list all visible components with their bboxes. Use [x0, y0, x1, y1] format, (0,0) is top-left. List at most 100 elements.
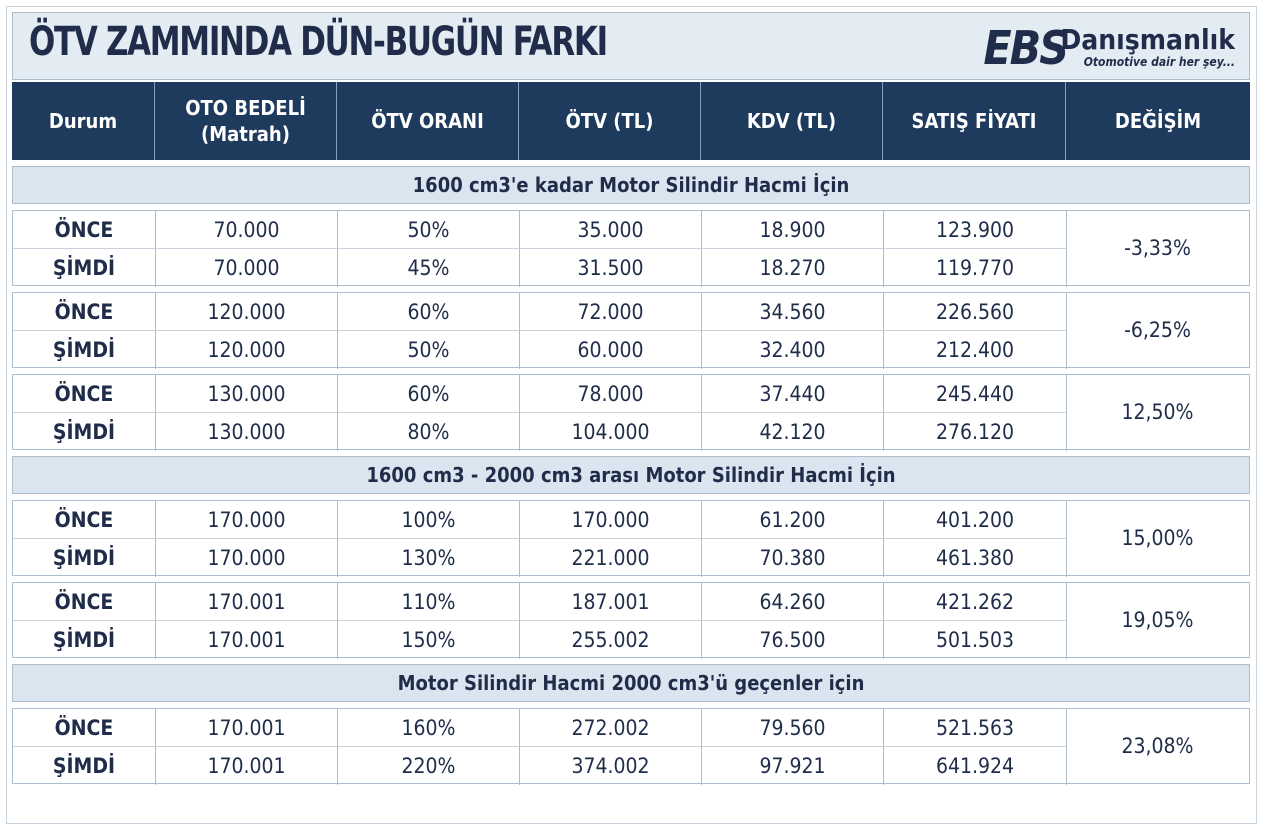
table-cell: 50%	[338, 211, 520, 249]
logo-mark: EBS	[983, 21, 1069, 75]
table-cell: 130%	[338, 539, 520, 577]
comparison-group: ÖNCE 170.001 160% 272.002 79.560 521.563 ŞİMDİ…	[12, 708, 1250, 785]
table-cell: 641.924	[884, 747, 1067, 785]
table-cell: 79.560	[702, 709, 884, 747]
table-cell: 170.001	[156, 709, 338, 747]
table-row: ÖNCE 70.000 50% 35.000 18.900 123.900	[13, 211, 1067, 249]
table-cell: 226.560	[884, 293, 1067, 331]
section-header: 1600 cm3 - 2000 cm3 arası Motor Silindir…	[12, 456, 1250, 494]
table-cell: 42.120	[702, 413, 884, 451]
change-cell: 12,50%	[1121, 400, 1194, 424]
status-cell: ÖNCE	[13, 501, 156, 539]
column-header-durum: Durum	[12, 82, 155, 160]
table-cell: 212.400	[884, 331, 1067, 369]
table-cell: 521.563	[884, 709, 1067, 747]
change-cell: 15,00%	[1121, 526, 1194, 550]
table-cell: 170.001	[156, 583, 338, 621]
table-cell: 170.000	[156, 539, 338, 577]
table-cell: 130.000	[156, 413, 338, 451]
table-cell: 61.200	[702, 501, 884, 539]
table-row: ŞİMDİ 70.000 45% 31.500 18.270 119.770	[13, 249, 1067, 287]
table-row: ŞİMDİ 170.000 130% 221.000 70.380 461.380	[13, 539, 1067, 577]
table-cell: 401.200	[884, 501, 1067, 539]
column-header-oto-bedeli: OTO BEDELİ (Matrah)	[155, 82, 337, 160]
table-header: Durum OTO BEDELİ (Matrah) ÖTV ORANI ÖTV (…	[12, 82, 1250, 160]
table-cell: 45%	[338, 249, 520, 287]
table-cell: 170.001	[156, 621, 338, 659]
table-row: ÖNCE 170.000 100% 170.000 61.200 401.200	[13, 501, 1067, 539]
table-cell: 461.380	[884, 539, 1067, 577]
logo-tagline: Otomotive dair her şey...	[1083, 55, 1235, 69]
change-cell: -3,33%	[1124, 236, 1191, 260]
table-cell: 123.900	[884, 211, 1067, 249]
comparison-group: ÖNCE 170.001 110% 187.001 64.260 421.262 ŞİMDİ…	[12, 582, 1250, 659]
table-row: ÖNCE 170.001 160% 272.002 79.560 521.563	[13, 709, 1067, 747]
table-cell: 70.380	[702, 539, 884, 577]
ebs-logo: EBS Danışmanlık Otomotive dair her şey..…	[945, 23, 1235, 73]
table-cell: 245.440	[884, 375, 1067, 413]
change-cell: -6,25%	[1124, 318, 1191, 342]
table-row: ŞİMDİ 170.001 150% 255.002 76.500 501.503	[13, 621, 1067, 659]
status-cell: ÖNCE	[13, 709, 156, 747]
comparison-group: ÖNCE 170.000 100% 170.000 61.200 401.200 ŞİMDİ…	[12, 500, 1250, 577]
comparison-group: ÖNCE 120.000 60% 72.000 34.560 226.560 ŞİMDİ 12…	[12, 292, 1250, 369]
status-cell: ŞİMDİ	[13, 249, 156, 287]
table-cell: 150%	[338, 621, 520, 659]
table-cell: 120.000	[156, 293, 338, 331]
table-cell: 120.000	[156, 331, 338, 369]
table-row: ŞİMDİ 120.000 50% 60.000 32.400 212.400	[13, 331, 1067, 369]
table-cell: 100%	[338, 501, 520, 539]
section-header: 1600 cm3'e kadar Motor Silindir Hacmi İç…	[12, 166, 1250, 204]
table-cell: 37.440	[702, 375, 884, 413]
column-header-degisim: DEĞİŞİM	[1114, 109, 1202, 133]
status-cell: ŞİMDİ	[13, 747, 156, 785]
logo-name: Danışmanlık	[1060, 23, 1235, 56]
page-title: ÖTV ZAMMINDA DÜN-BUGÜN FARKI	[29, 19, 608, 65]
table-cell: 374.002	[520, 747, 702, 785]
table-row: ŞİMDİ 170.001 220% 374.002 97.921 641.924	[13, 747, 1067, 785]
table-row: ÖNCE 170.001 110% 187.001 64.260 421.262	[13, 583, 1067, 621]
table-cell: 60%	[338, 375, 520, 413]
table-cell: 70.000	[156, 249, 338, 287]
table-cell: 18.270	[702, 249, 884, 287]
status-cell: ÖNCE	[13, 583, 156, 621]
table-cell: 170.001	[156, 747, 338, 785]
table-cell: 160%	[338, 709, 520, 747]
table-cell: 97.921	[702, 747, 884, 785]
table-cell: 130.000	[156, 375, 338, 413]
status-cell: ŞİMDİ	[13, 331, 156, 369]
table-cell: 276.120	[884, 413, 1067, 451]
table-cell: 421.262	[884, 583, 1067, 621]
column-header-kdv-tl: KDV (TL)	[701, 82, 883, 160]
table-cell: 31.500	[520, 249, 702, 287]
table-cell: 60.000	[520, 331, 702, 369]
table-cell: 119.770	[884, 249, 1067, 287]
table-cell: 80%	[338, 413, 520, 451]
change-cell: 23,08%	[1121, 734, 1194, 758]
column-header-satis-fiyati: SATIŞ FİYATI	[883, 82, 1066, 160]
status-cell: ŞİMDİ	[13, 621, 156, 659]
table-cell: 50%	[338, 331, 520, 369]
column-header-otv-orani: ÖTV ORANI	[337, 82, 519, 160]
table-cell: 72.000	[520, 293, 702, 331]
table-cell: 104.000	[520, 413, 702, 451]
table-cell: 187.001	[520, 583, 702, 621]
status-cell: ŞİMDİ	[13, 539, 156, 577]
status-cell: ÖNCE	[13, 375, 156, 413]
table-cell: 32.400	[702, 331, 884, 369]
comparison-group: ÖNCE 70.000 50% 35.000 18.900 123.900 ŞİMDİ 70.…	[12, 210, 1250, 287]
table-cell: 35.000	[520, 211, 702, 249]
table-row: ÖNCE 120.000 60% 72.000 34.560 226.560	[13, 293, 1067, 331]
table-cell: 170.000	[156, 501, 338, 539]
table-cell: 70.000	[156, 211, 338, 249]
table-cell: 221.000	[520, 539, 702, 577]
table-cell: 170.000	[520, 501, 702, 539]
change-cell: 19,05%	[1121, 608, 1194, 632]
status-cell: ÖNCE	[13, 293, 156, 331]
column-header-otv-tl: ÖTV (TL)	[519, 82, 701, 160]
section-header: Motor Silindir Hacmi 2000 cm3'ü geçenler…	[12, 664, 1250, 702]
table-cell: 255.002	[520, 621, 702, 659]
comparison-group: ÖNCE 130.000 60% 78.000 37.440 245.440 ŞİMDİ 13…	[12, 374, 1250, 451]
table-row: ŞİMDİ 130.000 80% 104.000 42.120 276.120	[13, 413, 1067, 451]
table-cell: 60%	[338, 293, 520, 331]
